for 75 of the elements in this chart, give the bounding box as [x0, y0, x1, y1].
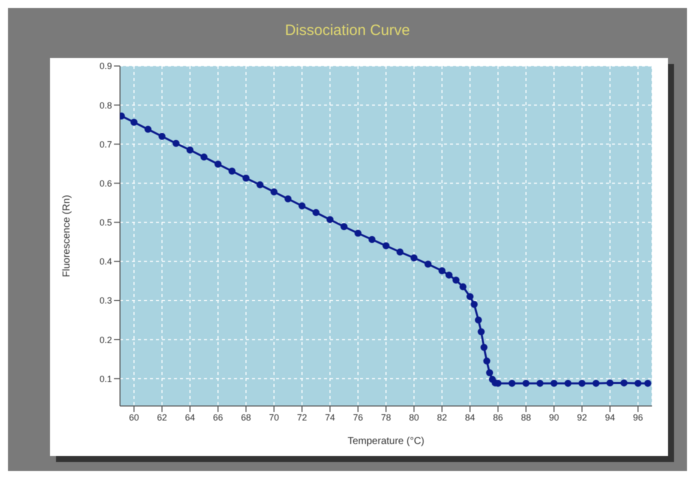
point: [256, 181, 264, 188]
chart-title: Dissociation Curve: [284, 22, 412, 39]
point: [144, 126, 152, 133]
x-tick-label: 90: [548, 412, 560, 422]
y-tick-label: 0.3: [99, 296, 112, 306]
point: [634, 380, 642, 387]
y-tick-label: 0.8: [99, 100, 112, 110]
x-tick-label: 70: [268, 412, 280, 422]
point: [446, 272, 452, 279]
point: [438, 267, 446, 274]
point: [284, 195, 292, 202]
x-tick-label: 96: [632, 412, 644, 422]
point: [410, 254, 418, 262]
x-tick-label: 84: [464, 412, 476, 422]
y-tick-label: 0.6: [99, 178, 112, 188]
x-tick-label: 76: [352, 412, 364, 422]
x-tick-label: 92: [576, 412, 588, 422]
x-tick-label: 72: [296, 412, 308, 422]
point: [620, 379, 628, 386]
x-tick-label: 94: [604, 412, 616, 422]
point: [158, 132, 166, 140]
point: [483, 358, 490, 365]
y-tick-label: 0.4: [99, 256, 112, 267]
y-axis-title: Fluorescence (Rn): [62, 194, 73, 278]
point: [130, 118, 138, 126]
point: [214, 160, 222, 168]
point: [312, 209, 320, 216]
point: [550, 380, 558, 387]
point: [396, 248, 404, 256]
point: [270, 188, 278, 196]
point: [242, 174, 250, 182]
point: [470, 300, 478, 308]
x-tick-label: 82: [436, 412, 448, 422]
y-tick-label: 0.2: [99, 334, 112, 345]
point: [424, 260, 432, 268]
x-tick-label: 68: [240, 412, 252, 422]
point: [536, 380, 544, 387]
x-axis-title: Temperature (°C): [348, 436, 424, 447]
x-tick-label: 60: [128, 412, 140, 422]
point: [340, 223, 348, 230]
x-tick-label: 74: [324, 412, 336, 422]
y-tick-label: 0.9: [99, 61, 112, 72]
point: [382, 242, 390, 250]
point: [522, 380, 530, 387]
point: [466, 293, 474, 300]
point: [474, 316, 482, 324]
x-tick-label: 62: [156, 412, 168, 422]
x-tick-label: 64: [184, 412, 196, 422]
y-tick-label: 0.7: [99, 139, 112, 150]
point: [592, 380, 600, 387]
x-tick-label: 86: [492, 412, 504, 422]
point: [172, 140, 180, 147]
point: [480, 344, 488, 351]
point: [508, 380, 516, 387]
point: [606, 379, 614, 386]
point: [354, 230, 362, 237]
point: [298, 202, 306, 210]
point: [478, 328, 485, 336]
point: [228, 168, 236, 175]
point: [186, 146, 194, 154]
point: [578, 380, 586, 387]
x-tick-label: 88: [520, 412, 532, 422]
x-tick-label: 80: [408, 412, 420, 422]
point: [200, 154, 208, 161]
x-tick-label: 78: [380, 412, 392, 422]
y-tick-label: 0.1: [99, 374, 112, 384]
point: [452, 276, 460, 284]
point: [486, 369, 494, 376]
point: [326, 216, 334, 224]
point: [368, 236, 376, 244]
y-tick-label: 0.5: [99, 218, 112, 228]
point: [460, 283, 466, 290]
point: [644, 380, 652, 387]
x-tick-label: 66: [212, 412, 224, 422]
point: [564, 380, 572, 387]
